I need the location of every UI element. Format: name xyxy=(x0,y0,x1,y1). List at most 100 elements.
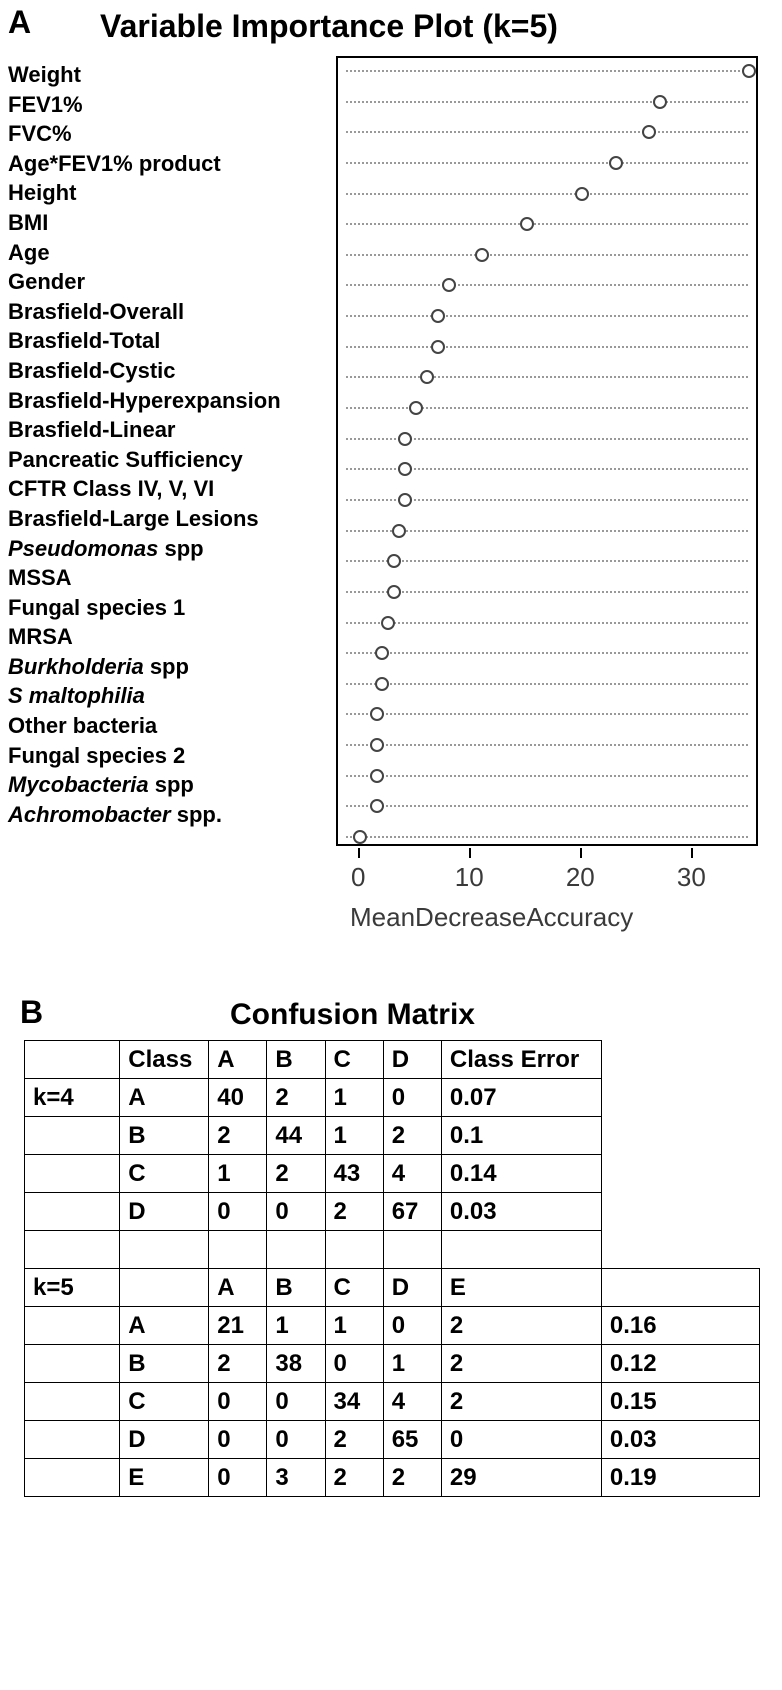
table-cell: C xyxy=(120,1155,209,1193)
table-row: B2380120.12 xyxy=(25,1345,760,1383)
table-cell: 0 xyxy=(209,1459,267,1497)
variable-label: Brasfield-Linear xyxy=(8,415,328,445)
gridline xyxy=(346,162,748,164)
table-cell: D xyxy=(120,1421,209,1459)
table-cell: A xyxy=(120,1307,209,1345)
data-point xyxy=(387,554,401,568)
table-row: D0026500.03 xyxy=(25,1421,760,1459)
table-row: ClassABCDClass Error xyxy=(25,1041,760,1079)
table-cell: C xyxy=(120,1383,209,1421)
table-cell: 2 xyxy=(383,1459,441,1497)
table-cell: 0 xyxy=(267,1383,325,1421)
variable-label: CFTR Class IV, V, VI xyxy=(8,474,328,504)
x-tick-label: 20 xyxy=(566,862,595,893)
data-point xyxy=(520,217,534,231)
table-row: k=4A402100.07 xyxy=(25,1079,760,1117)
table-cell xyxy=(267,1231,325,1269)
table-cell: A xyxy=(120,1079,209,1117)
panel-b-title: Confusion Matrix xyxy=(230,998,475,1032)
data-point xyxy=(431,340,445,354)
table-row: B244120.1 xyxy=(25,1117,760,1155)
x-axis-title: MeanDecreaseAccuracy xyxy=(350,902,633,933)
table-cell: 0 xyxy=(209,1421,267,1459)
gridline xyxy=(346,101,748,103)
panel-a-title: Variable Importance Plot (k=5) xyxy=(100,8,558,45)
data-point xyxy=(370,769,384,783)
confusion-matrix-tables: ClassABCDClass Errork=4A402100.07B244120… xyxy=(24,1040,760,1497)
table-cell: C xyxy=(325,1041,383,1079)
data-point xyxy=(420,370,434,384)
variable-label: Other bacteria xyxy=(8,711,328,741)
table-cell xyxy=(25,1231,120,1269)
table-cell: A xyxy=(209,1269,267,1307)
table-cell: 0 xyxy=(209,1193,267,1231)
x-tick-label: 30 xyxy=(677,862,706,893)
table-cell xyxy=(325,1231,383,1269)
variable-label: Age xyxy=(8,238,328,268)
table-cell: 0 xyxy=(267,1421,325,1459)
table-cell xyxy=(441,1231,601,1269)
table-cell: 0.12 xyxy=(601,1345,759,1383)
table-cell: C xyxy=(325,1269,383,1307)
table-cell: 2 xyxy=(441,1307,601,1345)
x-tick xyxy=(691,848,693,858)
table-cell: 2 xyxy=(267,1079,325,1117)
data-point xyxy=(653,95,667,109)
data-point xyxy=(575,187,589,201)
table-cell xyxy=(383,1231,441,1269)
gridline xyxy=(346,284,748,286)
variable-label: Brasfield-Hyperexpansion xyxy=(8,386,328,416)
table-cell: B xyxy=(120,1345,209,1383)
table-cell: 0 xyxy=(383,1079,441,1117)
table-cell: 2 xyxy=(325,1193,383,1231)
data-point xyxy=(398,493,412,507)
gridline xyxy=(346,254,748,256)
table-cell: 0.03 xyxy=(441,1193,601,1231)
table-row xyxy=(25,1231,760,1269)
table-cell: D xyxy=(383,1041,441,1079)
panel-b-label: B xyxy=(20,994,43,1031)
variable-importance-plot xyxy=(336,56,758,846)
panel-a-label: A xyxy=(8,4,31,41)
table-cell: 0.16 xyxy=(601,1307,759,1345)
variable-label: Age*FEV1% product xyxy=(8,149,328,179)
table-cell: 2 xyxy=(267,1155,325,1193)
table-cell: 0 xyxy=(267,1193,325,1231)
table-cell: 0 xyxy=(383,1307,441,1345)
table-cell: 0.1 xyxy=(441,1117,601,1155)
data-point xyxy=(375,646,389,660)
gridline xyxy=(346,193,748,195)
data-point xyxy=(392,524,406,538)
data-point xyxy=(742,64,756,78)
table-cell: D xyxy=(120,1193,209,1231)
variable-label: FVC% xyxy=(8,119,328,149)
table-cell: B xyxy=(267,1269,325,1307)
table-cell: 0.03 xyxy=(601,1421,759,1459)
gridline xyxy=(346,622,748,624)
variable-label: Fungal species 2 xyxy=(8,741,328,771)
gridline xyxy=(346,591,748,593)
variable-label: Brasfield-Overall xyxy=(8,297,328,327)
gridline xyxy=(346,131,748,133)
gridline xyxy=(346,530,748,532)
data-point xyxy=(409,401,423,415)
table-cell xyxy=(120,1269,209,1307)
data-point xyxy=(381,616,395,630)
data-point xyxy=(398,432,412,446)
data-point xyxy=(642,125,656,139)
table-cell: E xyxy=(120,1459,209,1497)
table-cell: k=4 xyxy=(25,1079,120,1117)
table-cell xyxy=(25,1117,120,1155)
variable-label: Gender xyxy=(8,267,328,297)
table-cell: 65 xyxy=(383,1421,441,1459)
table-cell: 2 xyxy=(325,1459,383,1497)
table-cell xyxy=(25,1041,120,1079)
table-row: k=5ABCDE xyxy=(25,1269,760,1307)
data-point xyxy=(387,585,401,599)
variable-label: MSSA xyxy=(8,563,328,593)
gridline xyxy=(346,683,748,685)
table-cell: 43 xyxy=(325,1155,383,1193)
gridline xyxy=(346,407,748,409)
table-cell: B xyxy=(120,1117,209,1155)
table-cell xyxy=(25,1459,120,1497)
